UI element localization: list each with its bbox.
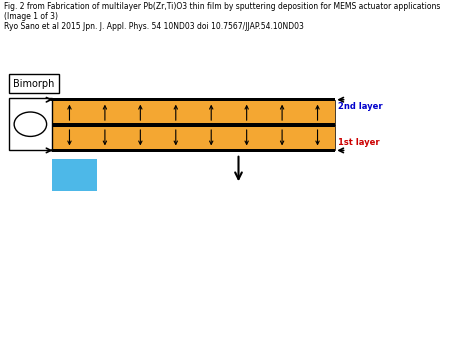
Text: Bimorph: Bimorph — [13, 79, 54, 89]
Bar — [52, 98, 335, 101]
Bar — [9, 74, 58, 93]
Text: 1st layer: 1st layer — [338, 138, 379, 147]
Text: Fig. 2 from Fabrication of multilayer Pb(Zr,Ti)O3 thin film by sputtering deposi: Fig. 2 from Fabrication of multilayer Pb… — [4, 2, 441, 11]
Bar — [52, 125, 335, 150]
Bar — [52, 159, 97, 191]
Text: Ryo Sano et al 2015 Jpn. J. Appl. Phys. 54 10ND03 doi 10.7567/JJAP.54.10ND03: Ryo Sano et al 2015 Jpn. J. Appl. Phys. … — [4, 22, 304, 31]
Bar — [52, 100, 335, 125]
Circle shape — [14, 112, 47, 137]
Text: 2nd layer: 2nd layer — [338, 101, 382, 111]
Text: V: V — [27, 119, 34, 129]
Bar — [9, 98, 52, 150]
Text: (Image 1 of 3): (Image 1 of 3) — [4, 12, 59, 21]
Bar — [52, 149, 335, 152]
Bar — [52, 123, 335, 127]
